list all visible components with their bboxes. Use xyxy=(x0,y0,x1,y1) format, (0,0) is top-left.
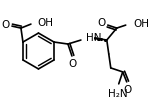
Text: O: O xyxy=(2,20,10,30)
Text: OH: OH xyxy=(134,19,150,29)
Text: H₂N: H₂N xyxy=(108,89,128,99)
Text: O: O xyxy=(97,18,106,28)
Text: O: O xyxy=(69,59,77,69)
Text: O: O xyxy=(124,85,132,95)
Text: HN: HN xyxy=(86,33,101,43)
Text: OH: OH xyxy=(37,18,53,28)
